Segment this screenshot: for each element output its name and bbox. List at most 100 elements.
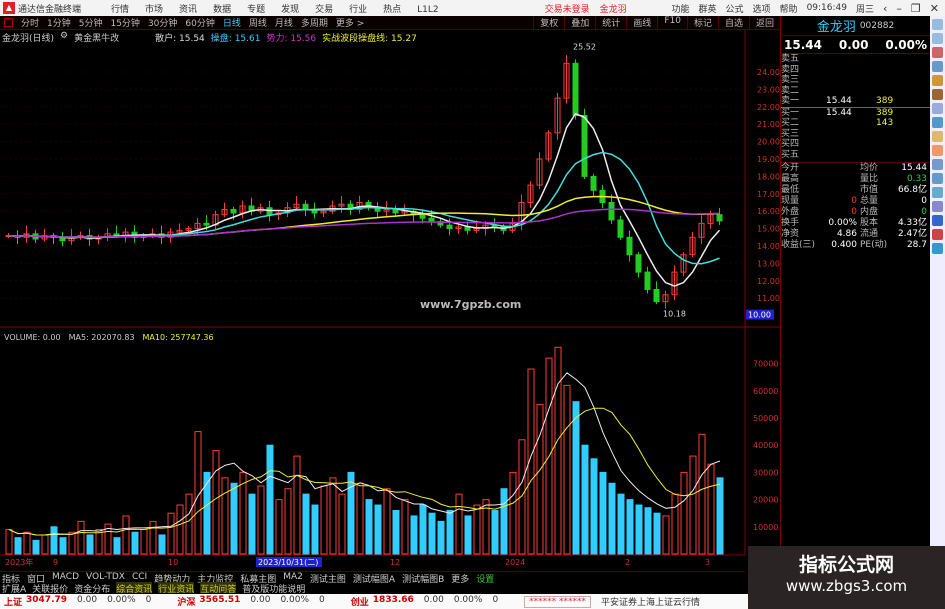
- app-title: 通达信金融终端: [18, 4, 82, 15]
- rsi-icon[interactable]: [932, 215, 943, 226]
- chart-tool-button[interactable]: 复权: [533, 16, 564, 29]
- chart-tool-button[interactable]: 画线: [626, 16, 657, 29]
- indicator-info-line: 金龙羽(日线) ⚙ 黄金黑牛改 散户: 15.54 操盘: 15.61 势力: 15.56…: [2, 31, 417, 44]
- indicator-tab[interactable]: CCI: [131, 572, 148, 582]
- info-tab[interactable]: 资金分布: [74, 585, 111, 595]
- price-tick: 24.00: [757, 68, 780, 77]
- menu-item[interactable]: 数据: [213, 4, 232, 15]
- user-name[interactable]: 金龙羽: [599, 4, 627, 15]
- indicator-tab[interactable]: 测试主图: [309, 575, 346, 585]
- indicator-tab[interactable]: 私募主图: [240, 575, 277, 585]
- arrow-up-icon[interactable]: [932, 19, 943, 30]
- calc-icon[interactable]: [932, 145, 943, 156]
- period-tab[interactable]: 5分钟: [78, 19, 103, 29]
- person-icon[interactable]: [932, 229, 943, 240]
- volume-ma10-line: [8, 407, 721, 536]
- indicator-tab[interactable]: 测试幅图B: [402, 575, 445, 585]
- menu-item[interactable]: 发现: [281, 4, 300, 15]
- cloud-icon[interactable]: [932, 103, 943, 114]
- clock-icon[interactable]: [932, 173, 943, 184]
- indicator-tab[interactable]: 趋势动力: [154, 575, 191, 585]
- indicator-tab[interactable]: 窗口: [27, 575, 46, 585]
- indicator-name[interactable]: 黄金黑牛改: [74, 34, 120, 44]
- indicator-tab[interactable]: 更多: [451, 575, 470, 585]
- title-menu-item[interactable]: 公式: [725, 4, 744, 15]
- period-tab[interactable]: 周线: [248, 19, 267, 29]
- menu-item[interactable]: 行业: [349, 4, 368, 15]
- menu-item[interactable]: 专题: [247, 4, 266, 15]
- stat-value: 2.47亿: [897, 229, 927, 239]
- chart-tool-button[interactable]: 返回: [748, 16, 780, 29]
- period-tab[interactable]: 1分钟: [47, 19, 71, 29]
- period-tab[interactable]: 15分钟: [110, 19, 140, 29]
- stat-label: 总量: [860, 196, 879, 206]
- info-tab[interactable]: 综合资讯: [116, 582, 153, 595]
- indicator-tab[interactable]: 指标: [2, 575, 21, 585]
- arrow-down-icon[interactable]: [932, 33, 943, 44]
- order-book-row: 卖五: [781, 54, 930, 65]
- news-icon[interactable]: [932, 159, 943, 170]
- candle: [302, 203, 309, 210]
- period-tab[interactable]: 30分钟: [147, 19, 178, 29]
- volume-bar: [626, 499, 634, 555]
- minimize-icon[interactable]: –: [896, 1, 902, 15]
- period-tab[interactable]: 多周期: [300, 19, 328, 29]
- indicator-value: 实战波段操盘线: 15.27: [322, 34, 417, 44]
- indicator-tab[interactable]: MA2: [283, 572, 303, 582]
- info-tab[interactable]: 互动问答: [200, 582, 237, 595]
- indicator-tab[interactable]: 主力监控: [197, 575, 234, 585]
- menu-item[interactable]: L1L2: [417, 4, 439, 15]
- chart-tool-button[interactable]: 叠加: [564, 16, 595, 29]
- menu-item[interactable]: 市场: [145, 4, 164, 15]
- info-tab[interactable]: 关联报价: [32, 585, 69, 595]
- period-menu-icon[interactable]: [4, 18, 13, 27]
- period-tab[interactable]: 日线: [222, 19, 241, 29]
- plus-icon[interactable]: [932, 243, 943, 254]
- kline-chart[interactable]: 24.00 23.00 22.00 21.00 20.00 19.00 18.00 17.00…: [0, 30, 780, 571]
- title-menu-item[interactable]: 帮助: [779, 4, 798, 15]
- indicator-tab[interactable]: 设置: [476, 575, 495, 585]
- title-menu-item[interactable]: 功能: [671, 4, 690, 15]
- list-icon[interactable]: [932, 201, 943, 212]
- info-tab[interactable]: 扩展A: [2, 585, 27, 595]
- period-tab[interactable]: 60分钟: [185, 19, 215, 29]
- settings-gear-icon[interactable]: ⚙: [60, 31, 69, 41]
- info-tab[interactable]: 普及版功能说明: [242, 585, 306, 595]
- chart-tool-button[interactable]: 标记: [686, 16, 718, 29]
- ma60-line: [8, 208, 720, 238]
- period-tab[interactable]: 分时: [21, 19, 40, 29]
- grid-icon[interactable]: [932, 61, 943, 72]
- title-menu-item[interactable]: 群英: [698, 4, 717, 15]
- globe-icon[interactable]: [932, 187, 943, 198]
- menu-item[interactable]: 资讯: [179, 4, 198, 15]
- menu-item[interactable]: 热点: [383, 4, 402, 15]
- trade-login-status[interactable]: 交易未登录: [544, 4, 590, 15]
- server-name[interactable]: 平安证券上海上证云行情: [601, 598, 701, 608]
- ma5-line: [8, 112, 721, 287]
- doc-icon[interactable]: [932, 131, 943, 142]
- index-quote[interactable]: 上证 3047.79 0.00 0.00% 0: [4, 595, 151, 608]
- chart-tool-button[interactable]: 统计: [595, 16, 626, 29]
- indicator-tab[interactable]: VOL-TDX: [86, 572, 125, 582]
- title-menu-item[interactable]: 选项: [752, 4, 771, 15]
- menu-item[interactable]: 行情: [111, 4, 130, 15]
- order-book-row: 卖四: [781, 65, 930, 76]
- index-quote[interactable]: 创业 1833.66 0.00 0.00% 0: [351, 595, 498, 608]
- candle: [230, 208, 237, 214]
- back-icon[interactable]: ‹: [883, 1, 888, 15]
- period-tab[interactable]: 月线: [274, 19, 293, 29]
- period-tab[interactable]: 更多 >: [335, 19, 365, 29]
- chart-icon[interactable]: [932, 47, 943, 58]
- f10-icon[interactable]: [932, 117, 943, 128]
- menu-item[interactable]: 交易: [315, 4, 334, 15]
- indicator-tab[interactable]: MACD: [52, 572, 80, 582]
- chart-tool-button[interactable]: F10: [657, 16, 687, 29]
- indicator-tab[interactable]: 测试幅图A: [352, 575, 396, 585]
- close-icon[interactable]: ✕: [929, 1, 939, 15]
- restore-icon[interactable]: ❐: [910, 1, 921, 15]
- line-icon[interactable]: [932, 75, 943, 86]
- info-tab[interactable]: 行业资讯: [158, 582, 195, 595]
- index-quote[interactable]: 沪深 3565.51 0.00 0.00% 0: [177, 595, 324, 608]
- chart-tool-button[interactable]: 自选: [717, 16, 749, 29]
- candle-icon[interactable]: [932, 89, 943, 100]
